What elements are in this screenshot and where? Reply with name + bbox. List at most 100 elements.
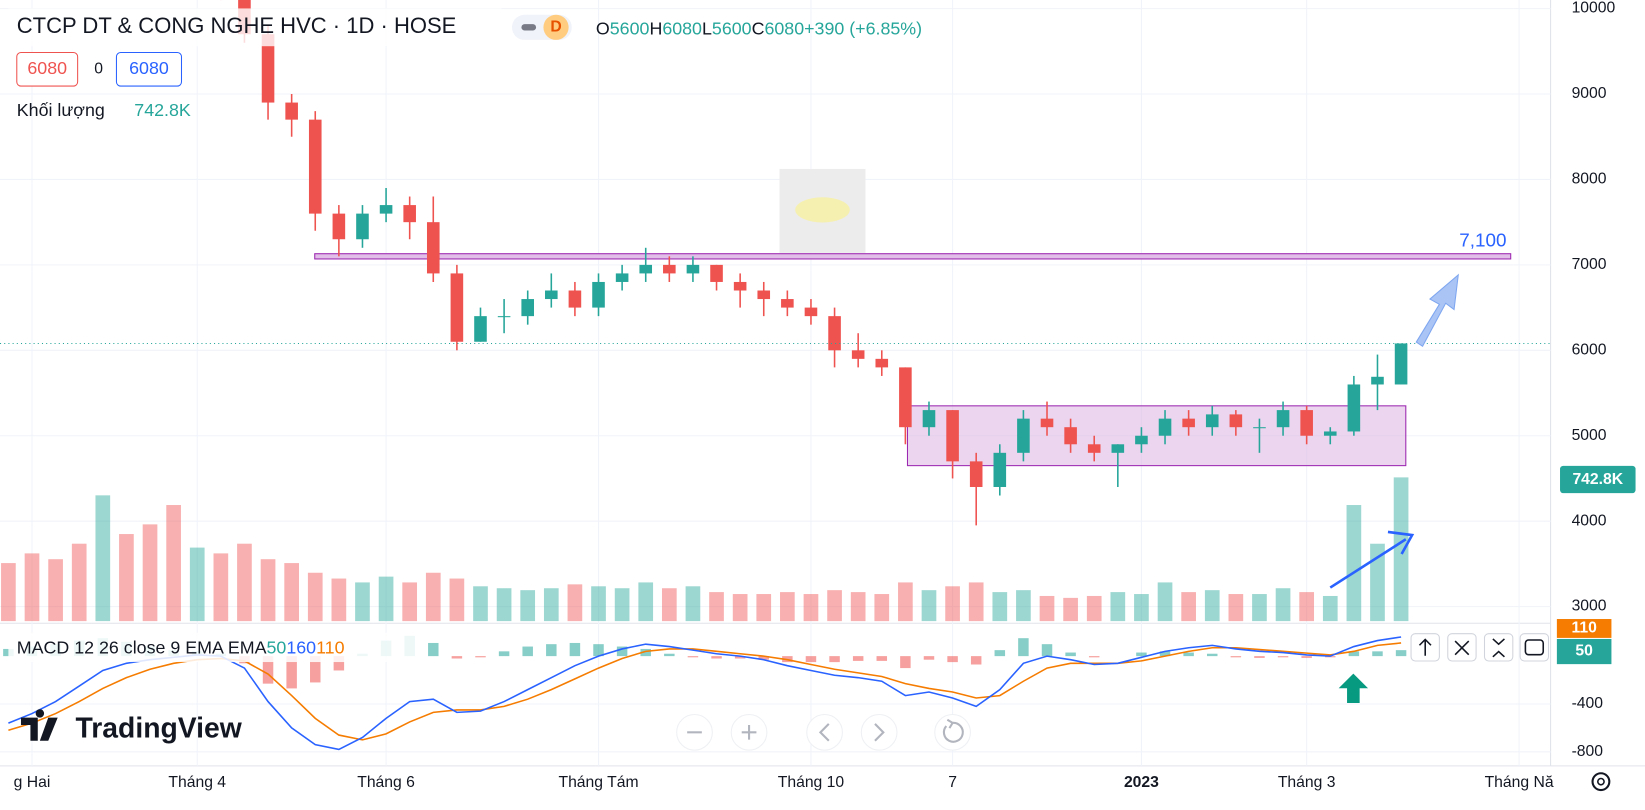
candle-body — [710, 264, 723, 282]
volume-bar — [1228, 594, 1244, 622]
x-tick-label: g Hai — [14, 774, 51, 791]
histogram-bar — [1183, 652, 1194, 657]
signal-value: 110 — [316, 637, 345, 657]
volume-bar — [1157, 582, 1173, 622]
candle-body — [474, 316, 487, 342]
volume-bar — [543, 588, 559, 622]
settings-button[interactable] — [1591, 772, 1611, 792]
signal-tag-label: 110 — [1571, 620, 1597, 637]
candle-body — [899, 367, 912, 428]
histogram-bar — [923, 656, 935, 660]
level-label: 7,100 — [1459, 231, 1506, 252]
x-tick-label: 2023 — [1124, 774, 1159, 791]
candle-body — [1276, 410, 1290, 428]
volume-bar — [142, 524, 158, 622]
volume-bar — [1204, 590, 1220, 622]
reset-button[interactable] — [934, 713, 971, 751]
candle-body — [1087, 444, 1101, 453]
candle-body — [308, 119, 322, 214]
buy-box[interactable] — [115, 51, 183, 87]
histogram-bar — [758, 656, 769, 660]
candle-body — [1135, 435, 1148, 445]
candle-body — [1111, 444, 1125, 453]
axes: 3000 4000 5000 6000 7000 8000 9000 10000 g Hai Th… — [14, 0, 1636, 791]
histogram-bar — [1230, 656, 1242, 658]
candle-body — [828, 316, 841, 351]
scroll-right-button[interactable] — [860, 713, 898, 751]
volume-bar — [1016, 590, 1031, 622]
volume-bar — [284, 563, 299, 622]
volume-bar — [71, 543, 87, 622]
candle-body — [1371, 376, 1384, 385]
histogram-bar — [1065, 652, 1076, 657]
volume-bar — [166, 505, 181, 622]
histogram-bar — [711, 656, 722, 659]
icon — [874, 723, 885, 742]
volume-bar — [1063, 597, 1078, 622]
interval-badge: D — [550, 18, 561, 35]
candle-body — [781, 299, 794, 308]
candle-body — [804, 307, 818, 317]
macd-title: MACD 12 26 close 9 EMA EMA — [17, 637, 267, 657]
candle-body — [403, 205, 416, 223]
y-tick-label: 4000 — [1572, 512, 1607, 529]
histogram-bar — [475, 656, 486, 658]
volume-bar — [189, 547, 205, 622]
volume-bar — [780, 592, 795, 622]
candle-body — [969, 461, 983, 487]
candle-body — [757, 290, 771, 300]
navigation — [676, 713, 971, 751]
volume-bar — [921, 590, 937, 622]
histogram-bar — [1372, 651, 1383, 657]
volume-bar — [945, 586, 960, 622]
volume-bar — [213, 553, 229, 622]
y-tick-label: 10000 — [1572, 0, 1616, 17]
candle-body — [1253, 427, 1266, 429]
candle-body — [497, 316, 511, 318]
volume-bar — [567, 584, 583, 622]
spread: 0 — [94, 60, 103, 77]
ohlc-value: 6080 — [764, 18, 804, 38]
histogram-bar — [1041, 644, 1053, 657]
sell-box[interactable] — [16, 51, 79, 87]
volume-bar — [119, 534, 134, 622]
volume-bar — [661, 588, 677, 622]
volume-bar — [425, 572, 441, 622]
volume-bar — [874, 594, 890, 622]
badge-circle — [543, 14, 569, 40]
volume-bar — [331, 578, 347, 622]
ohlc-value: 5600 — [712, 18, 752, 38]
collapse-button[interactable] — [1483, 633, 1514, 662]
volume-bar — [898, 582, 913, 622]
histogram-bar — [616, 646, 628, 657]
histogram-bar — [1018, 638, 1029, 657]
histogram-bar — [1088, 656, 1100, 658]
volume-bar — [496, 588, 512, 622]
icon — [942, 718, 964, 743]
candle-body — [663, 264, 676, 274]
x-tick-label: Tháng Tám — [558, 774, 638, 791]
candle-body — [1300, 410, 1313, 436]
volume-bar — [827, 590, 842, 622]
scroll-left-button[interactable] — [806, 713, 843, 751]
candle-body — [521, 299, 534, 317]
volume-bar — [968, 582, 984, 622]
candle-body — [1347, 384, 1361, 432]
icon — [1597, 777, 1605, 786]
volume-bar — [709, 592, 724, 622]
volume-bar — [1393, 477, 1409, 622]
volume-bar — [638, 582, 654, 622]
x-tick-label: 7 — [948, 774, 957, 791]
candle-body — [1205, 414, 1219, 428]
volume-title: Khối lượng — [17, 100, 105, 120]
icon — [1524, 639, 1545, 656]
histogram-bar — [286, 656, 297, 689]
maximize-button[interactable] — [1519, 633, 1550, 662]
macd-pane — [3, 635, 1407, 751]
x-tick-label: Tháng 3 — [1278, 774, 1336, 791]
sell-price: 6080 — [27, 58, 67, 78]
histogram-bar — [1301, 656, 1312, 658]
brand-name: TradingView — [76, 713, 243, 745]
level-line — [314, 253, 1512, 260]
